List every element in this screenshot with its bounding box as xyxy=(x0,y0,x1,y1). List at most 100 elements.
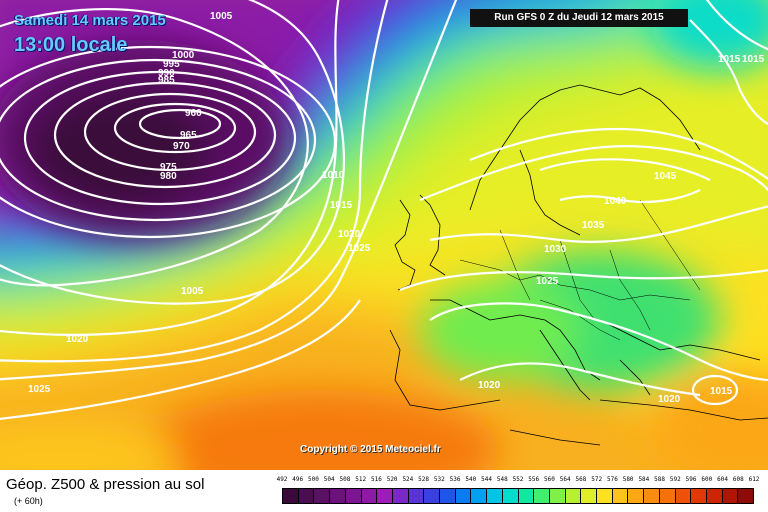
legend-swatch xyxy=(471,489,488,503)
legend-tick-labels: 492 496 500 504 508 512 516 520 524 528 532 536 540 5… xyxy=(277,476,760,486)
legend-tick-label: 528 xyxy=(418,476,430,483)
legend-tick-label: 532 xyxy=(433,476,445,483)
color-legend: 492 496 500 504 508 512 516 520 524 528 532 536 540 5… xyxy=(277,476,760,504)
legend-tick-label: 540 xyxy=(465,476,477,483)
isobar-label: 1020 xyxy=(338,229,361,240)
isobar-label: 1020 xyxy=(478,380,501,391)
isobar-label: 1000 xyxy=(172,50,195,61)
isobar-label: 1020 xyxy=(658,394,681,405)
isobar-label: 1030 xyxy=(544,244,567,255)
weather-map: 1005 1000 995 990 985 960 965 970 975 98… xyxy=(0,0,768,470)
isobar-label: 1025 xyxy=(28,384,51,395)
isobar-label: 1025 xyxy=(536,276,559,287)
legend-swatch xyxy=(549,489,566,503)
isobar-labels: 1005 1000 995 990 985 960 965 970 975 98… xyxy=(28,11,765,405)
legend-swatch xyxy=(455,489,472,503)
legend-swatch xyxy=(628,489,645,503)
legend-tick-label: 508 xyxy=(339,476,351,483)
legend-swatch xyxy=(581,489,598,503)
isobar-label: 1025 xyxy=(348,243,371,254)
isobar-label: 965 xyxy=(180,130,197,141)
legend-tick-label: 524 xyxy=(402,476,414,483)
legend-swatch xyxy=(298,489,315,503)
legend-tick-label: 604 xyxy=(717,476,728,483)
legend-tick-label: 544 xyxy=(481,476,492,483)
legend-tick-label: 520 xyxy=(386,476,398,483)
legend-tick-label: 572 xyxy=(591,476,603,483)
isobar-label: 960 xyxy=(185,108,202,119)
legend-swatch xyxy=(345,489,362,503)
legend-swatch xyxy=(408,489,425,503)
model-run-label: Run GFS 0 Z du Jeudi 12 mars 2015 xyxy=(470,9,688,27)
legend-swatch xyxy=(644,489,660,503)
legend-swatch xyxy=(361,489,378,503)
field-title: Géop. Z500 & pression au sol xyxy=(6,476,205,493)
isobar-label: 1005 xyxy=(210,11,233,22)
isobar-label: 990 xyxy=(158,68,175,79)
legend-tick-label: 492 xyxy=(276,476,288,483)
forecast-hour: (+ 60h) xyxy=(14,496,43,506)
legend-swatch xyxy=(706,489,723,503)
valid-time: 13:00 locale xyxy=(14,34,128,56)
isobar-label: 970 xyxy=(173,141,190,152)
isobar-label: 1040 xyxy=(604,196,627,207)
valid-date: Samedi 14 mars 2015 xyxy=(14,12,166,29)
isobar-label: 1020 xyxy=(66,334,89,345)
legend-swatch xyxy=(659,489,676,503)
legend-swatch xyxy=(565,489,582,503)
legend-tick-label: 568 xyxy=(575,476,587,483)
legend-swatch xyxy=(392,489,409,503)
isobar-label: 995 xyxy=(163,59,180,70)
legend-swatch xyxy=(283,489,299,503)
legend-swatch xyxy=(502,489,519,503)
isobar-label: 980 xyxy=(160,171,177,182)
legend-tick-label: 596 xyxy=(685,476,697,483)
map-footer: Géop. Z500 & pression au sol (+ 60h) 492… xyxy=(0,470,768,512)
isobar-label: 1045 xyxy=(654,171,677,182)
legend-tick-label: 600 xyxy=(701,476,713,483)
legend-tick-label: 500 xyxy=(308,476,319,483)
legend-swatch xyxy=(675,489,692,503)
legend-tick-label: 560 xyxy=(544,476,555,483)
isobar-label: 1015 xyxy=(718,54,741,65)
isobar-label: 1005 xyxy=(181,286,204,297)
legend-swatch xyxy=(612,489,629,503)
legend-swatch xyxy=(440,489,456,503)
isobar-label: 975 xyxy=(160,162,177,173)
legend-swatch xyxy=(314,489,331,503)
legend-tick-label: 536 xyxy=(449,476,461,483)
legend-tick-label: 592 xyxy=(669,476,681,483)
legend-swatch xyxy=(377,489,393,503)
isobar-label: 1035 xyxy=(582,220,605,231)
legend-tick-label: 580 xyxy=(622,476,634,483)
isobar-label: 1010 xyxy=(322,170,345,181)
legend-swatch xyxy=(534,489,550,503)
legend-swatch xyxy=(330,489,346,503)
legend-tick-label: 516 xyxy=(370,476,382,483)
legend-swatch xyxy=(597,489,613,503)
legend-swatch xyxy=(424,489,441,503)
legend-tick-label: 556 xyxy=(528,476,540,483)
legend-tick-label: 612 xyxy=(748,476,760,483)
isobars xyxy=(0,0,768,420)
legend-tick-label: 584 xyxy=(638,476,650,483)
legend-swatch xyxy=(487,489,503,503)
copyright-notice: Copyright © 2015 Meteociel.fr xyxy=(300,444,441,455)
coastlines xyxy=(389,84,768,446)
legend-tick-label: 496 xyxy=(292,476,304,483)
legend-tick-label: 588 xyxy=(654,476,666,483)
legend-tick-label: 576 xyxy=(606,476,618,483)
legend-swatch xyxy=(518,489,535,503)
isobar-label: 1015 xyxy=(330,200,353,211)
isobar-label: 985 xyxy=(158,75,175,86)
legend-tick-label: 564 xyxy=(559,476,571,483)
legend-tick-label: 548 xyxy=(496,476,508,483)
legend-color-bar xyxy=(282,488,754,504)
legend-swatch xyxy=(691,489,707,503)
legend-tick-label: 608 xyxy=(732,476,744,483)
legend-tick-label: 512 xyxy=(355,476,367,483)
legend-tick-label: 504 xyxy=(323,476,335,483)
legend-swatch xyxy=(722,489,739,503)
legend-tick-label: 552 xyxy=(512,476,524,483)
isobar-label: 1015 xyxy=(710,386,733,397)
